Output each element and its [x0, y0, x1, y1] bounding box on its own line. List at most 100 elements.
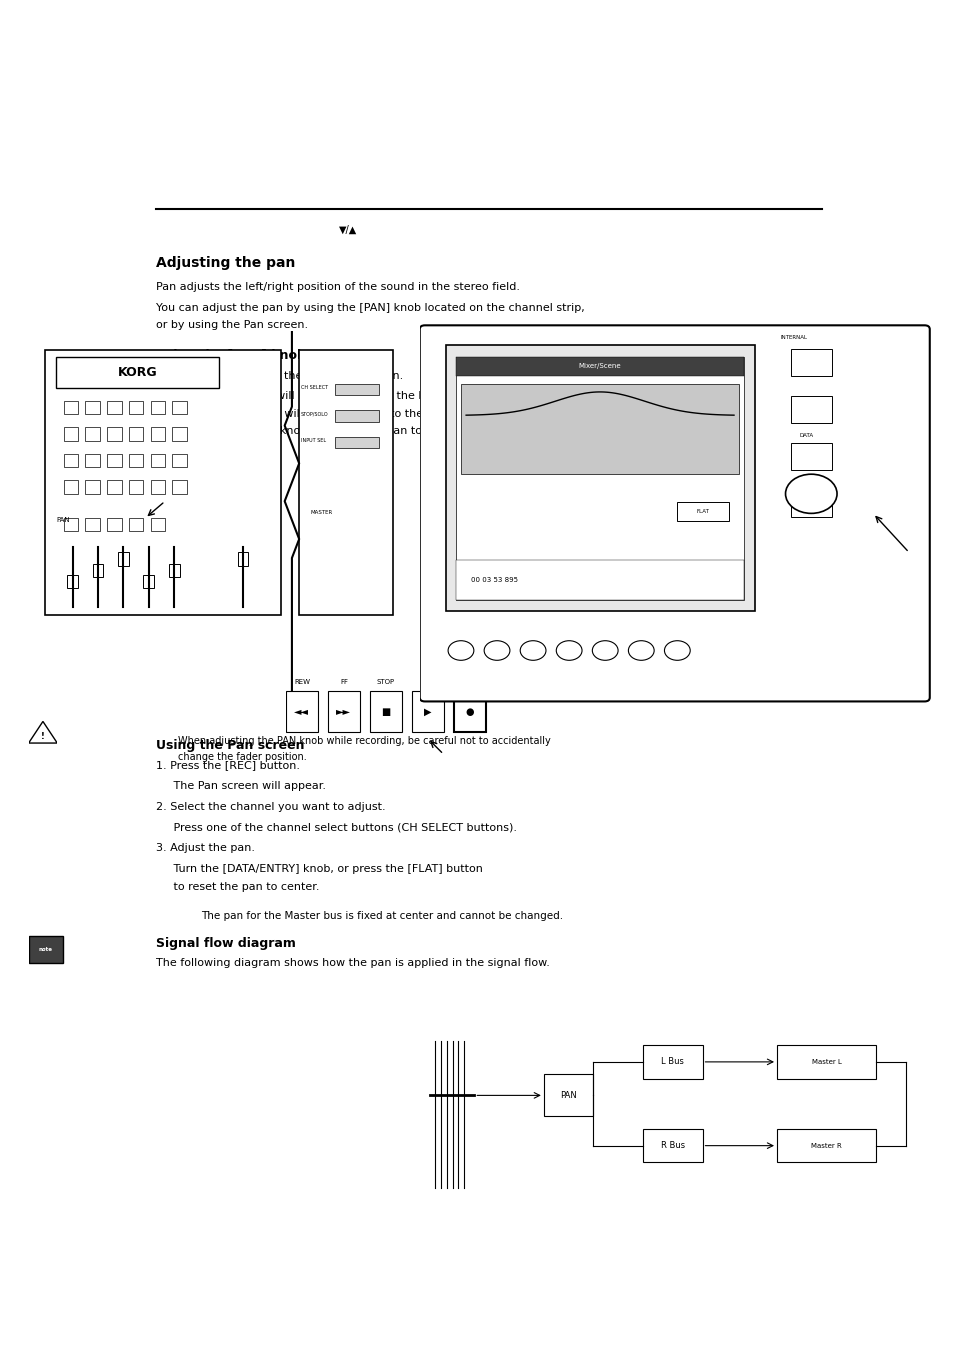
Text: INTERNAL: INTERNAL [780, 335, 806, 339]
Text: Turn the [PAN] knob in the desired direction.: Turn the [PAN] knob in the desired direc… [156, 370, 403, 380]
Bar [151, 481, 165, 493]
Bar [151, 401, 165, 415]
Bar [172, 401, 187, 415]
Text: 00 03 53 895: 00 03 53 895 [471, 577, 517, 584]
Bar [85, 481, 100, 493]
Text: CH SELECT: CH SELECT [301, 385, 328, 390]
Text: REC: REC [462, 680, 476, 685]
Text: Pressing the [PAN] knob will reset the pan to center.: Pressing the [PAN] knob will reset the p… [156, 427, 464, 436]
Text: to reset the pan to center.: to reset the pan to center. [156, 882, 319, 892]
Bar [151, 454, 165, 467]
Text: ●: ● [465, 707, 474, 716]
Bar [335, 411, 378, 422]
Bar [129, 401, 143, 415]
Bar [85, 401, 100, 415]
Text: Using the Pan screen: Using the Pan screen [156, 739, 304, 753]
Bar [64, 481, 78, 493]
Bar [677, 501, 728, 521]
Bar [790, 443, 831, 470]
Text: Press one of the channel select buttons (CH SELECT buttons).: Press one of the channel select buttons … [156, 823, 517, 832]
Text: ▼/▲: ▼/▲ [339, 224, 357, 235]
Text: INPUT SEL: INPUT SEL [301, 438, 326, 443]
Text: !: ! [41, 732, 45, 740]
Bar [29, 935, 63, 962]
Bar [456, 357, 743, 377]
Text: R Bus: R Bus [660, 1142, 684, 1150]
Text: 1. Press the [REC] button.: 1. Press the [REC] button. [156, 761, 300, 770]
Text: The pan for the Master bus is fixed at center and cannot be changed.: The pan for the Master bus is fixed at c… [200, 911, 562, 921]
Text: REW: REW [294, 680, 310, 685]
Bar [85, 427, 100, 440]
Text: KORG: KORG [118, 366, 157, 380]
Polygon shape [29, 721, 57, 743]
Bar [64, 519, 78, 531]
Text: PLAY: PLAY [419, 680, 436, 685]
Bar [642, 1129, 701, 1162]
Text: MASTER: MASTER [310, 511, 332, 515]
Text: PAN: PAN [559, 1090, 577, 1100]
Bar [107, 401, 121, 415]
Bar [172, 481, 187, 493]
Bar [56, 358, 219, 388]
Text: 2. Select the channel you want to adjust.: 2. Select the channel you want to adjust… [156, 802, 385, 812]
Bar [107, 481, 121, 493]
Text: The Pan screen will appear.: The Pan screen will appear. [156, 781, 326, 792]
Bar [335, 436, 378, 449]
Bar [129, 481, 143, 493]
Bar [151, 427, 165, 440]
Bar [64, 454, 78, 467]
Text: note: note [39, 947, 52, 951]
Circle shape [592, 640, 618, 661]
Bar [790, 349, 831, 377]
Circle shape [448, 640, 474, 661]
Text: Signal flow diagram: Signal flow diagram [156, 938, 295, 950]
Bar [107, 427, 121, 440]
Bar [172, 427, 187, 440]
Text: Master L: Master L [811, 1059, 841, 1065]
Bar [107, 519, 121, 531]
Bar [456, 561, 743, 600]
Bar [370, 692, 401, 732]
Text: Turning to the right will pan the sound to the right.: Turning to the right will pan the sound … [156, 408, 456, 419]
Text: Using the [PAN] knob: Using the [PAN] knob [156, 350, 306, 362]
Circle shape [556, 640, 581, 661]
Text: When adjusting the PAN knob while recording, be careful not to accidentally: When adjusting the PAN knob while record… [178, 736, 551, 746]
Text: PAN: PAN [56, 517, 70, 523]
Text: 3. Adjust the pan.: 3. Adjust the pan. [156, 843, 255, 854]
Text: ►►: ►► [336, 707, 351, 716]
Bar [543, 1074, 593, 1116]
Bar [299, 350, 393, 615]
Bar [67, 576, 78, 588]
Text: ◄◄: ◄◄ [294, 707, 309, 716]
Text: Pan adjusts the left/right position of the sound in the stereo field.: Pan adjusts the left/right position of t… [156, 282, 519, 292]
Bar [85, 519, 100, 531]
Bar [169, 563, 179, 577]
Bar [445, 345, 754, 611]
Bar [143, 576, 154, 588]
Bar [85, 454, 100, 467]
Text: ▶: ▶ [424, 707, 431, 716]
Circle shape [663, 640, 689, 661]
Text: or by using the Pan screen.: or by using the Pan screen. [156, 320, 308, 330]
Text: Mixer/Scene: Mixer/Scene [578, 363, 620, 369]
Text: STOP: STOP [376, 680, 395, 685]
Text: change the fader position.: change the fader position. [178, 753, 307, 762]
Bar [64, 401, 78, 415]
Bar [328, 692, 359, 732]
Text: Turn the [DATA/ENTRY] knob, or press the [FLAT] button: Turn the [DATA/ENTRY] knob, or press the… [156, 865, 482, 874]
FancyBboxPatch shape [46, 350, 281, 615]
Bar [151, 519, 165, 531]
Circle shape [519, 640, 545, 661]
Bar [129, 427, 143, 440]
Circle shape [483, 640, 509, 661]
Text: L Bus: L Bus [660, 1058, 683, 1066]
Bar [118, 553, 129, 566]
Text: Turning to the left will pan the sound to the left.: Turning to the left will pan the sound t… [156, 390, 440, 401]
FancyBboxPatch shape [419, 326, 929, 701]
Bar [64, 427, 78, 440]
Text: You can adjust the pan by using the [PAN] knob located on the channel strip,: You can adjust the pan by using the [PAN… [156, 303, 584, 312]
Text: FF: FF [339, 680, 348, 685]
Bar [92, 563, 103, 577]
Text: Master R: Master R [810, 1143, 841, 1148]
Text: FLAT: FLAT [696, 509, 709, 513]
